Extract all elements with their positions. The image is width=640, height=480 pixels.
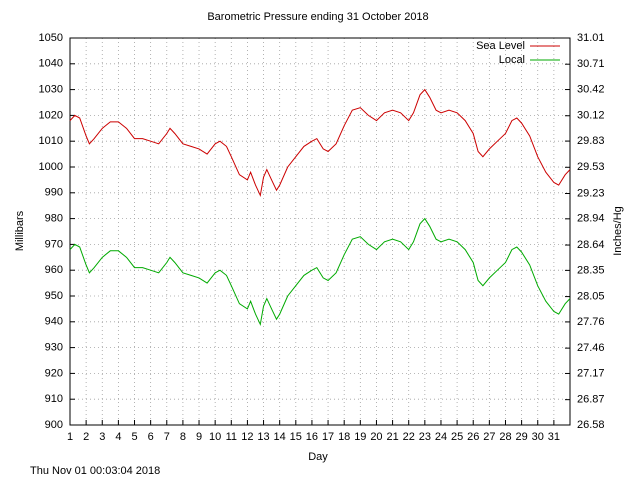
y2-tick-label: 30.12	[577, 110, 605, 122]
x-tick-label: 22	[403, 431, 415, 443]
y-axis-label: Millibars	[14, 210, 26, 251]
y2-tick-label: 28.94	[577, 213, 605, 225]
x-tick-label: 21	[386, 431, 398, 443]
legend-label: Sea Level	[476, 40, 525, 52]
x-tick-label: 17	[322, 431, 334, 443]
y-tick-label: 980	[45, 213, 63, 225]
x-tick-label: 23	[419, 431, 431, 443]
x-tick-label: 28	[499, 431, 511, 443]
line-series	[69, 217, 571, 327]
y2-tick-label: 31.01	[577, 32, 605, 44]
chart-title: Barometric Pressure ending 31 October 20…	[207, 11, 428, 23]
x-tick-label: 12	[241, 431, 253, 443]
y2-tick-label: 26.58	[577, 419, 605, 431]
x-tick-label: 30	[532, 431, 544, 443]
line-series	[69, 88, 571, 198]
y2-tick-label: 30.42	[577, 83, 605, 95]
y2-tick-label: 27.46	[577, 342, 605, 354]
y-tick-label: 960	[45, 264, 63, 276]
x-tick-label: 13	[257, 431, 269, 443]
y2-tick-label: 27.17	[577, 367, 605, 379]
x-tick-label: 9	[196, 431, 202, 443]
y-tick-label: 910	[45, 393, 63, 405]
y-tick-label: 1030	[39, 84, 63, 96]
footer: Thu Nov 01 00:03:04 2018	[30, 465, 160, 477]
x-tick-label: 29	[515, 431, 527, 443]
y-tick-label: 950	[45, 290, 63, 302]
x-tick-label: 3	[99, 431, 105, 443]
x-tick-label: 16	[306, 431, 318, 443]
y2-tick-label: 29.53	[577, 161, 605, 173]
y2-tick-label: 28.05	[577, 290, 605, 302]
x-tick-label: 18	[338, 431, 350, 443]
y-tick-label: 1000	[39, 161, 63, 173]
y-tick-label: 970	[45, 238, 63, 250]
y-tick-label: 1020	[39, 109, 63, 121]
x-tick-label: 14	[274, 431, 286, 443]
y2-tick-label: 29.83	[577, 135, 605, 147]
x-tick-label: 7	[164, 431, 170, 443]
y2-tick-label: 27.76	[577, 316, 605, 328]
x-tick-label: 25	[451, 431, 463, 443]
x-tick-label: 5	[131, 431, 137, 443]
x-tick-label: 26	[467, 431, 479, 443]
x-tick-label: 8	[180, 431, 186, 443]
y2-tick-label: 26.87	[577, 394, 605, 406]
y2-tick-label: 28.35	[577, 264, 605, 276]
x-tick-label: 11	[226, 431, 237, 443]
x-axis-label: Day	[308, 451, 328, 463]
x-tick-label: 31	[548, 431, 560, 443]
y-tick-label: 940	[45, 316, 63, 328]
x-tick-label: 4	[115, 431, 121, 443]
x-tick-label: 1	[67, 431, 73, 443]
x-tick-label: 2	[83, 431, 89, 443]
x-tick-label: 10	[209, 431, 221, 443]
y2-tick-label: 30.71	[577, 58, 605, 70]
x-tick-label: 6	[148, 431, 154, 443]
y2-tick-label: 28.64	[577, 239, 605, 251]
x-tick-label: 27	[483, 431, 495, 443]
y-tick-label: 1050	[39, 32, 63, 44]
x-tick-label: 15	[290, 431, 302, 443]
legend-label: Local	[499, 54, 525, 66]
x-tick-label: 24	[435, 431, 447, 443]
y-tick-label: 900	[45, 419, 63, 431]
y-tick-label: 1010	[39, 135, 63, 147]
x-tick-label: 20	[370, 431, 382, 443]
y-tick-label: 930	[45, 342, 63, 354]
y-tick-label: 920	[45, 367, 63, 379]
y2-tick-label: 29.23	[577, 187, 605, 199]
x-tick-label: 19	[354, 431, 366, 443]
y2-axis-label: Inches/Hg	[612, 206, 624, 256]
y-tick-label: 990	[45, 187, 63, 199]
plot-border	[69, 37, 571, 426]
y-tick-label: 1040	[39, 58, 63, 70]
